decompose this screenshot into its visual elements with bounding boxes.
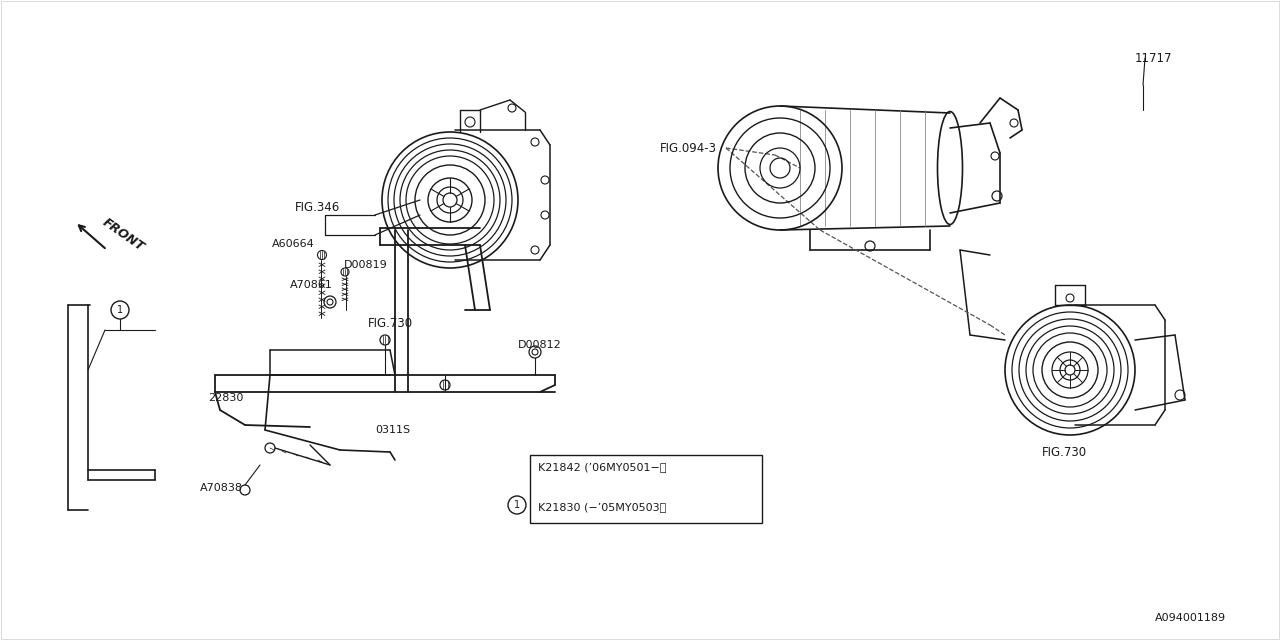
Text: A60664: A60664 <box>273 239 315 249</box>
Text: D00819: D00819 <box>344 260 388 270</box>
Text: 11717: 11717 <box>1135 51 1172 65</box>
Text: 22830: 22830 <box>209 393 243 403</box>
Text: 0311S: 0311S <box>375 425 410 435</box>
Text: A70838: A70838 <box>200 483 243 493</box>
Text: FRONT: FRONT <box>100 216 147 254</box>
Bar <box>530 455 762 523</box>
Text: A094001189: A094001189 <box>1155 613 1226 623</box>
Text: 1: 1 <box>515 500 520 510</box>
Text: K21830 (−’05MY0503＞: K21830 (−’05MY0503＞ <box>538 502 667 512</box>
Text: A70861: A70861 <box>291 280 333 290</box>
Text: 1: 1 <box>116 305 123 315</box>
Text: FIG.094-3: FIG.094-3 <box>660 141 717 154</box>
Text: FIG.346: FIG.346 <box>294 200 340 214</box>
Text: FIG.730: FIG.730 <box>1042 447 1087 460</box>
Text: D00812: D00812 <box>518 340 562 350</box>
Text: K21842 (’06MY0501−＞: K21842 (’06MY0501−＞ <box>538 462 667 472</box>
Text: FIG.730: FIG.730 <box>369 317 413 330</box>
